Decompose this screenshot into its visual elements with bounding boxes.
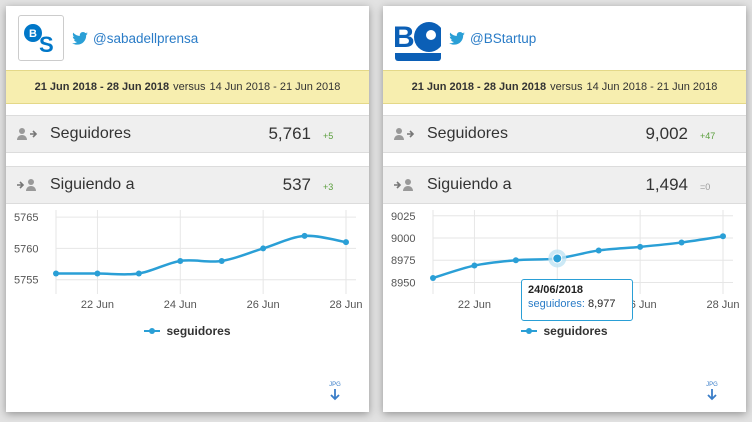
following-value: 1,494 [645, 175, 688, 194]
bs-logo-icon: B S [24, 24, 54, 57]
date-range-bar: 21 Jun 2018 - 28 Jun 2018 versus 14 Jun … [6, 70, 369, 104]
legend-line-icon [521, 328, 538, 334]
followers-row: Seguidores 9,002 +47 [383, 115, 746, 153]
y-tick-label: 9000 [391, 233, 415, 245]
twitter-handle[interactable]: @sabadellprensa [72, 31, 198, 46]
following-icon [16, 178, 42, 192]
data-point [430, 275, 436, 281]
data-point [720, 233, 726, 240]
x-tick-label: 26 Jun [247, 299, 280, 311]
followers-value: 9,002 [645, 124, 688, 143]
y-tick-label: 8975 [391, 255, 415, 267]
x-tick-label: 22 Jun [81, 299, 114, 311]
followers-icon [393, 127, 419, 141]
avatar[interactable]: B [395, 15, 441, 61]
profile-card-sabadellprensa: B S @sabadellprensa 21 Jun 2018 - 28 Jun… [6, 6, 369, 412]
followers-icon [16, 127, 42, 141]
y-tick-label: 5755 [14, 275, 38, 287]
data-point [637, 243, 644, 250]
twitter-bird-icon [72, 31, 88, 45]
data-point [678, 239, 685, 246]
data-point [471, 262, 478, 269]
followers-delta: +5 [323, 131, 334, 141]
tooltip-series: seguidores [528, 298, 582, 310]
data-point [343, 239, 349, 246]
download-jpg-button[interactable]: JPG [328, 382, 342, 402]
data-point [94, 270, 101, 277]
y-tick-label: 5760 [14, 243, 38, 255]
y-tick-label: 5765 [14, 212, 38, 224]
followers-chart[interactable]: 5755 5760 5765 22 Jun 24 Jun 26 Jun 28 Jun [6, 196, 369, 346]
data-point [512, 257, 519, 264]
svg-text:B: B [29, 28, 37, 40]
data-point [135, 270, 142, 277]
versus-label: versus [173, 81, 206, 93]
data-point [53, 270, 59, 277]
tooltip-date: 24/06/2018 [528, 284, 584, 296]
followers-value: 5,761 [268, 124, 311, 143]
x-tick-label: 22 Jun [458, 299, 491, 311]
period-previous: 14 Jun 2018 - 21 Jun 2018 [209, 81, 341, 93]
bstartup-logo-icon: B [395, 15, 441, 61]
following-row: Siguiendo a 537 +3 [6, 166, 369, 204]
y-tick-label: 8950 [391, 277, 415, 289]
series-line [432, 234, 724, 280]
chart-legend[interactable]: seguidores [383, 324, 746, 338]
tooltip-value: 8,977 [587, 298, 616, 310]
handle-text: @sabadellprensa [93, 30, 199, 46]
card-header: B S @sabadellprensa [6, 6, 369, 70]
data-point [177, 257, 184, 264]
period-current: 21 Jun 2018 - 28 Jun 2018 [411, 81, 547, 93]
chart-legend[interactable]: seguidores [6, 324, 369, 338]
tooltip-value-row: seguidores: 8,977 [528, 298, 616, 310]
followers-label: Seguidores [50, 125, 131, 142]
versus-label: versus [550, 81, 583, 93]
following-label: Siguiendo a [50, 176, 135, 193]
download-jpg-button[interactable]: JPG [705, 382, 719, 402]
chart-tooltip: 24/06/2018 seguidores: 8,977 [521, 279, 633, 321]
data-point [552, 253, 563, 264]
date-range-bar: 21 Jun 2018 - 28 Jun 2018 versus 14 Jun … [383, 70, 746, 104]
x-tick-label: 28 Jun [706, 299, 739, 311]
legend-label: seguidores [166, 324, 231, 338]
data-point [301, 232, 308, 239]
avatar[interactable]: B S [18, 15, 64, 61]
followers-row: Seguidores 5,761 +5 [6, 115, 369, 153]
x-tick-label: 28 Jun [329, 299, 362, 311]
following-row: Siguiendo a 1,494 =0 [383, 166, 746, 204]
period-previous: 14 Jun 2018 - 21 Jun 2018 [586, 81, 718, 93]
following-icon [393, 178, 419, 192]
data-point [260, 245, 267, 252]
profile-card-bstartup: B @BStartup 21 Jun 2018 - 28 Jun 2018 ve… [383, 6, 746, 412]
series-line [56, 234, 347, 276]
svg-text:B: B [395, 21, 415, 54]
twitter-handle[interactable]: @BStartup [449, 31, 536, 46]
download-arrow-icon [707, 389, 717, 401]
y-tick-label: 9025 [391, 211, 415, 223]
legend-label: seguidores [543, 324, 608, 338]
jpg-label: JPG [329, 382, 341, 388]
period-current: 21 Jun 2018 - 28 Jun 2018 [34, 81, 170, 93]
data-point [218, 257, 225, 264]
svg-text:S: S [39, 32, 54, 57]
card-header: B @BStartup [383, 6, 746, 70]
followers-delta: +47 [700, 131, 716, 141]
followers-label: Seguidores [427, 125, 508, 142]
following-value: 537 [282, 175, 311, 194]
x-tick-label: 24 Jun [164, 299, 197, 311]
following-label: Siguiendo a [427, 176, 512, 193]
download-arrow-icon [330, 389, 340, 401]
following-delta: =0 [700, 182, 711, 192]
legend-line-icon [144, 328, 161, 334]
jpg-label: JPG [706, 382, 718, 388]
following-delta: +3 [323, 182, 334, 192]
data-point [595, 247, 602, 254]
handle-text: @BStartup [470, 30, 537, 46]
twitter-bird-icon [449, 31, 465, 45]
